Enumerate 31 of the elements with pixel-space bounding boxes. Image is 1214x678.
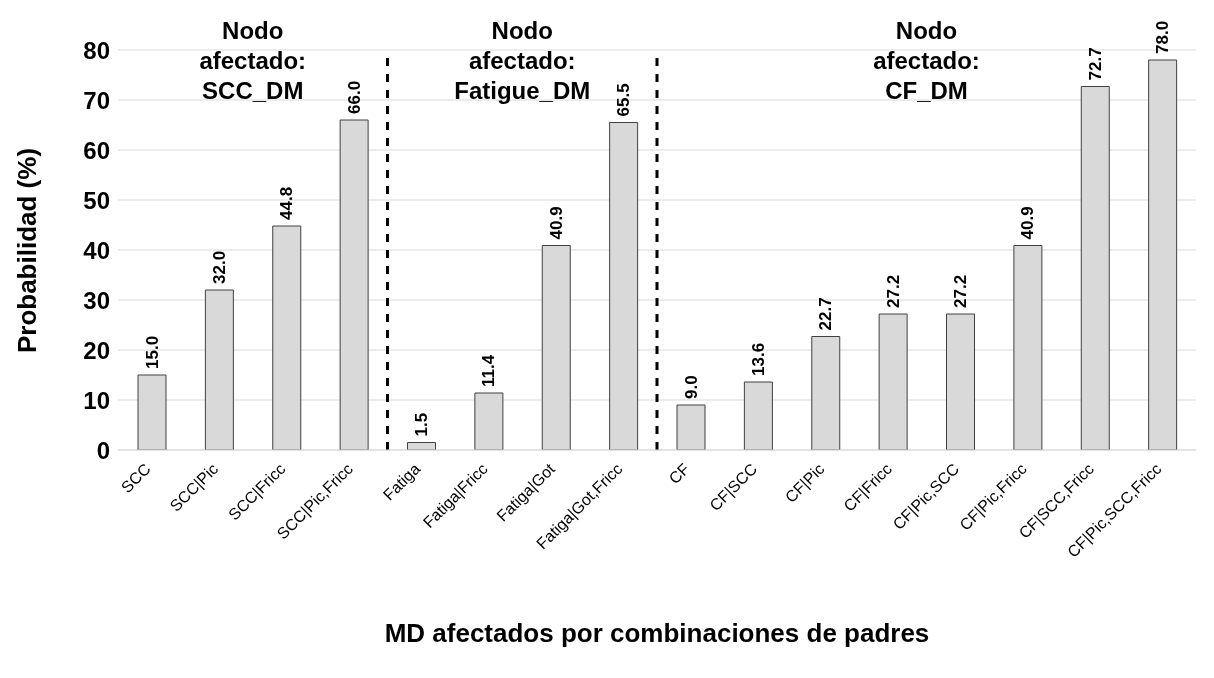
data-label: 78.0 — [1153, 20, 1173, 54]
x-tick-label: CF — [665, 459, 693, 488]
y-tick-label: 70 — [83, 86, 110, 114]
data-label: 65.5 — [614, 83, 634, 117]
annotation: Nodo afectado: SCC_DM — [199, 17, 307, 104]
y-tick-label: 50 — [83, 186, 110, 214]
data-label: 40.9 — [1018, 206, 1038, 240]
data-label: 22.7 — [816, 297, 836, 331]
y-tick-label: 60 — [83, 136, 110, 164]
data-label: 1.5 — [412, 412, 431, 437]
data-label: 27.2 — [883, 274, 903, 308]
data-label: 32.0 — [209, 250, 229, 284]
y-tick-label: 10 — [83, 386, 110, 414]
annotation: Nodo afectado: Fatigue_DM — [454, 17, 591, 104]
data-label: 40.9 — [546, 206, 566, 240]
y-tick-label: 80 — [83, 36, 110, 64]
data-label: 44.8 — [277, 186, 297, 220]
data-label: 13.6 — [748, 342, 768, 376]
x-axis-title: MD afectados por combinaciones de padres — [383, 618, 931, 649]
y-tick-label: 0 — [96, 436, 110, 464]
y-axis-title: Probabilidad (%) — [12, 147, 44, 353]
data-label: 9.0 — [681, 375, 701, 399]
data-label: 66.0 — [344, 80, 364, 114]
data-label: 11.4 — [479, 354, 499, 387]
y-tick-label: 30 — [83, 286, 110, 314]
annotation: Nodo afectado: CF_DM — [872, 16, 981, 106]
y-tick-label: 40 — [83, 236, 110, 264]
data-label: 15.0 — [142, 335, 162, 369]
data-label: 72.7 — [1085, 47, 1105, 81]
data-label: 27.2 — [951, 274, 970, 308]
y-tick-label: 20 — [83, 336, 110, 364]
